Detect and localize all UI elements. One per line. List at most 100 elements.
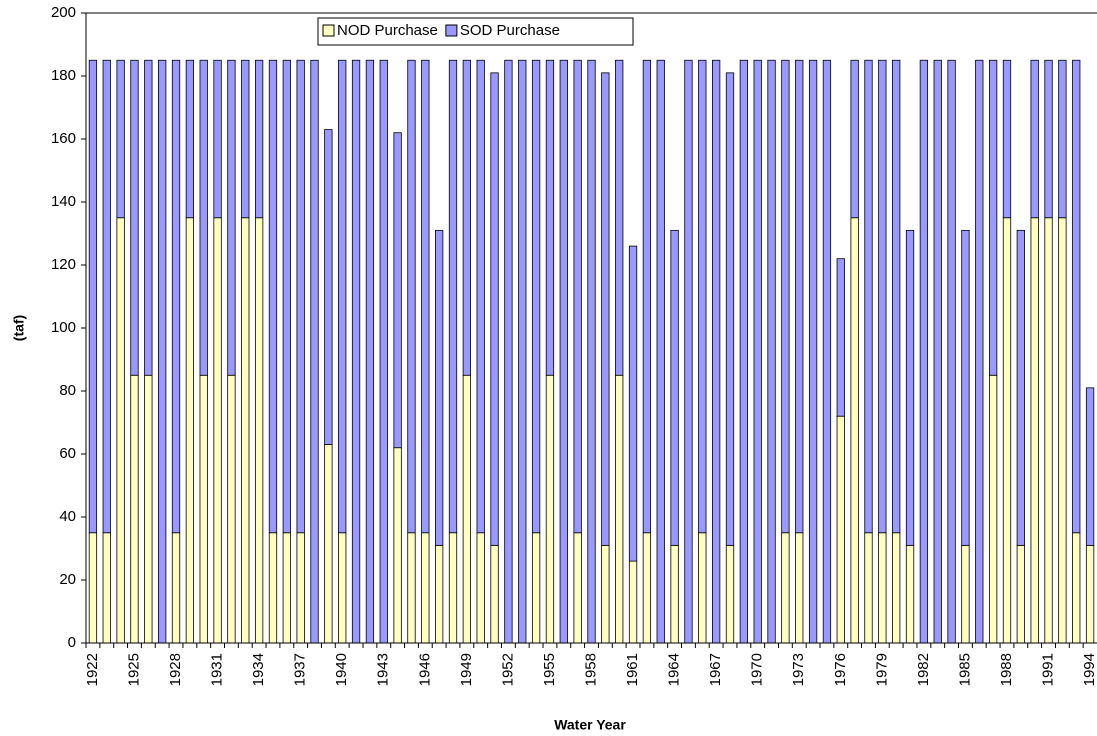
bar-segment [1072, 532, 1081, 644]
bar-segment [1085, 544, 1095, 644]
bar-segment [739, 59, 748, 644]
bar-segment [822, 59, 832, 644]
x-tick-label: 1967 [707, 653, 724, 686]
bar-segment [130, 59, 139, 376]
bar-segment [836, 258, 845, 417]
bar-segment [961, 229, 970, 546]
bar-segment [684, 59, 693, 644]
bar-segment [171, 59, 181, 534]
y-tick-label: 60 [59, 445, 76, 462]
bar-segment [407, 532, 416, 644]
bar-segment [905, 544, 915, 644]
bar-segment [850, 59, 859, 219]
bar-segment [1058, 217, 1067, 644]
bar-segment [158, 59, 167, 644]
y-tick-label: 40 [59, 508, 76, 525]
bar-segment [1002, 59, 1012, 219]
bar-segment [407, 59, 416, 534]
bar-segment [476, 59, 485, 534]
x-tick-label: 1952 [499, 653, 516, 686]
bar-segment [227, 374, 236, 644]
x-tick-label: 1946 [416, 653, 433, 686]
x-tick-label: 1949 [458, 653, 475, 686]
bar-segment [88, 59, 98, 534]
bar-segment [615, 374, 624, 644]
bar-segment [559, 59, 568, 644]
bar-segment [448, 532, 458, 644]
bar-segment [795, 59, 804, 534]
bar-segment [919, 59, 929, 644]
bar-segment [171, 532, 181, 644]
bar-segment [656, 59, 665, 644]
bar-segment [144, 59, 153, 376]
bar-segment [324, 129, 333, 445]
x-tick-label: 1943 [375, 653, 392, 686]
bar-segment [268, 532, 278, 644]
x-tick-label: 1994 [1081, 653, 1097, 686]
bar-segment [531, 532, 541, 644]
x-tick-label: 1991 [1039, 653, 1056, 686]
bar-segment [808, 59, 818, 644]
bar-segment [573, 59, 582, 534]
bar-segment [268, 59, 278, 534]
bar-segment [241, 59, 250, 219]
x-tick-label: 1955 [541, 653, 558, 686]
bar-segment [130, 374, 139, 644]
bar-segment [975, 59, 984, 644]
legend: NOD Purchase SOD Purchase [317, 17, 634, 46]
bar-segment [795, 532, 804, 644]
bar-segment [531, 59, 541, 534]
bar-segment [864, 59, 873, 534]
x-axis-title: Water Year [554, 717, 626, 733]
bar-segment [1058, 59, 1067, 219]
bar-segment [1016, 544, 1025, 644]
x-tick-label: 1925 [125, 653, 142, 686]
bar-segment [227, 59, 236, 376]
bar-segment [698, 59, 707, 534]
bar-segment [213, 217, 222, 644]
bar-segment [421, 59, 430, 534]
bar-segment [254, 59, 264, 219]
bar-segment [892, 59, 901, 534]
bar-segment [88, 532, 98, 644]
bar-segment [435, 544, 444, 644]
bar-segment [338, 59, 347, 534]
legend-label: SOD Purchase [460, 22, 560, 39]
bar-segment [490, 72, 499, 546]
x-tick-label: 1958 [582, 653, 599, 686]
bar-segment [545, 374, 555, 644]
bar-segment [767, 59, 776, 644]
bar-segment [476, 532, 485, 644]
bar-segment [698, 532, 707, 644]
bar-segment [628, 560, 638, 644]
bar-segment [628, 245, 638, 562]
x-tick-label: 1964 [666, 653, 683, 686]
y-tick-label: 80 [59, 382, 76, 399]
bar-segment [282, 532, 291, 644]
legend-box [317, 17, 634, 46]
y-tick-label: 140 [51, 193, 76, 210]
x-tick-label: 1982 [915, 653, 932, 686]
bar-segment [393, 447, 402, 644]
x-tick-label: 1928 [167, 653, 184, 686]
x-tick-label: 1988 [998, 653, 1015, 686]
x-tick-label: 1973 [790, 653, 807, 686]
bar-segment [725, 72, 735, 546]
bar-segment [1002, 217, 1012, 644]
x-tick-label: 1940 [333, 653, 350, 686]
bar-segment [615, 59, 624, 376]
bar-segment [185, 59, 195, 219]
x-tick-label: 1985 [956, 653, 973, 686]
legend-label: NOD Purchase [337, 22, 438, 39]
bar-segment [836, 415, 845, 644]
bar-segment [504, 59, 513, 644]
y-tick-label: 100 [51, 319, 76, 336]
bar-segment [601, 544, 610, 644]
y-tick-label: 200 [51, 4, 76, 21]
bar-segment [282, 59, 291, 534]
x-tick-label: 1976 [832, 653, 849, 686]
bar-segment [601, 72, 610, 546]
bar-segment [393, 132, 402, 449]
bar-segment [587, 59, 596, 644]
legend-swatch [322, 24, 335, 37]
